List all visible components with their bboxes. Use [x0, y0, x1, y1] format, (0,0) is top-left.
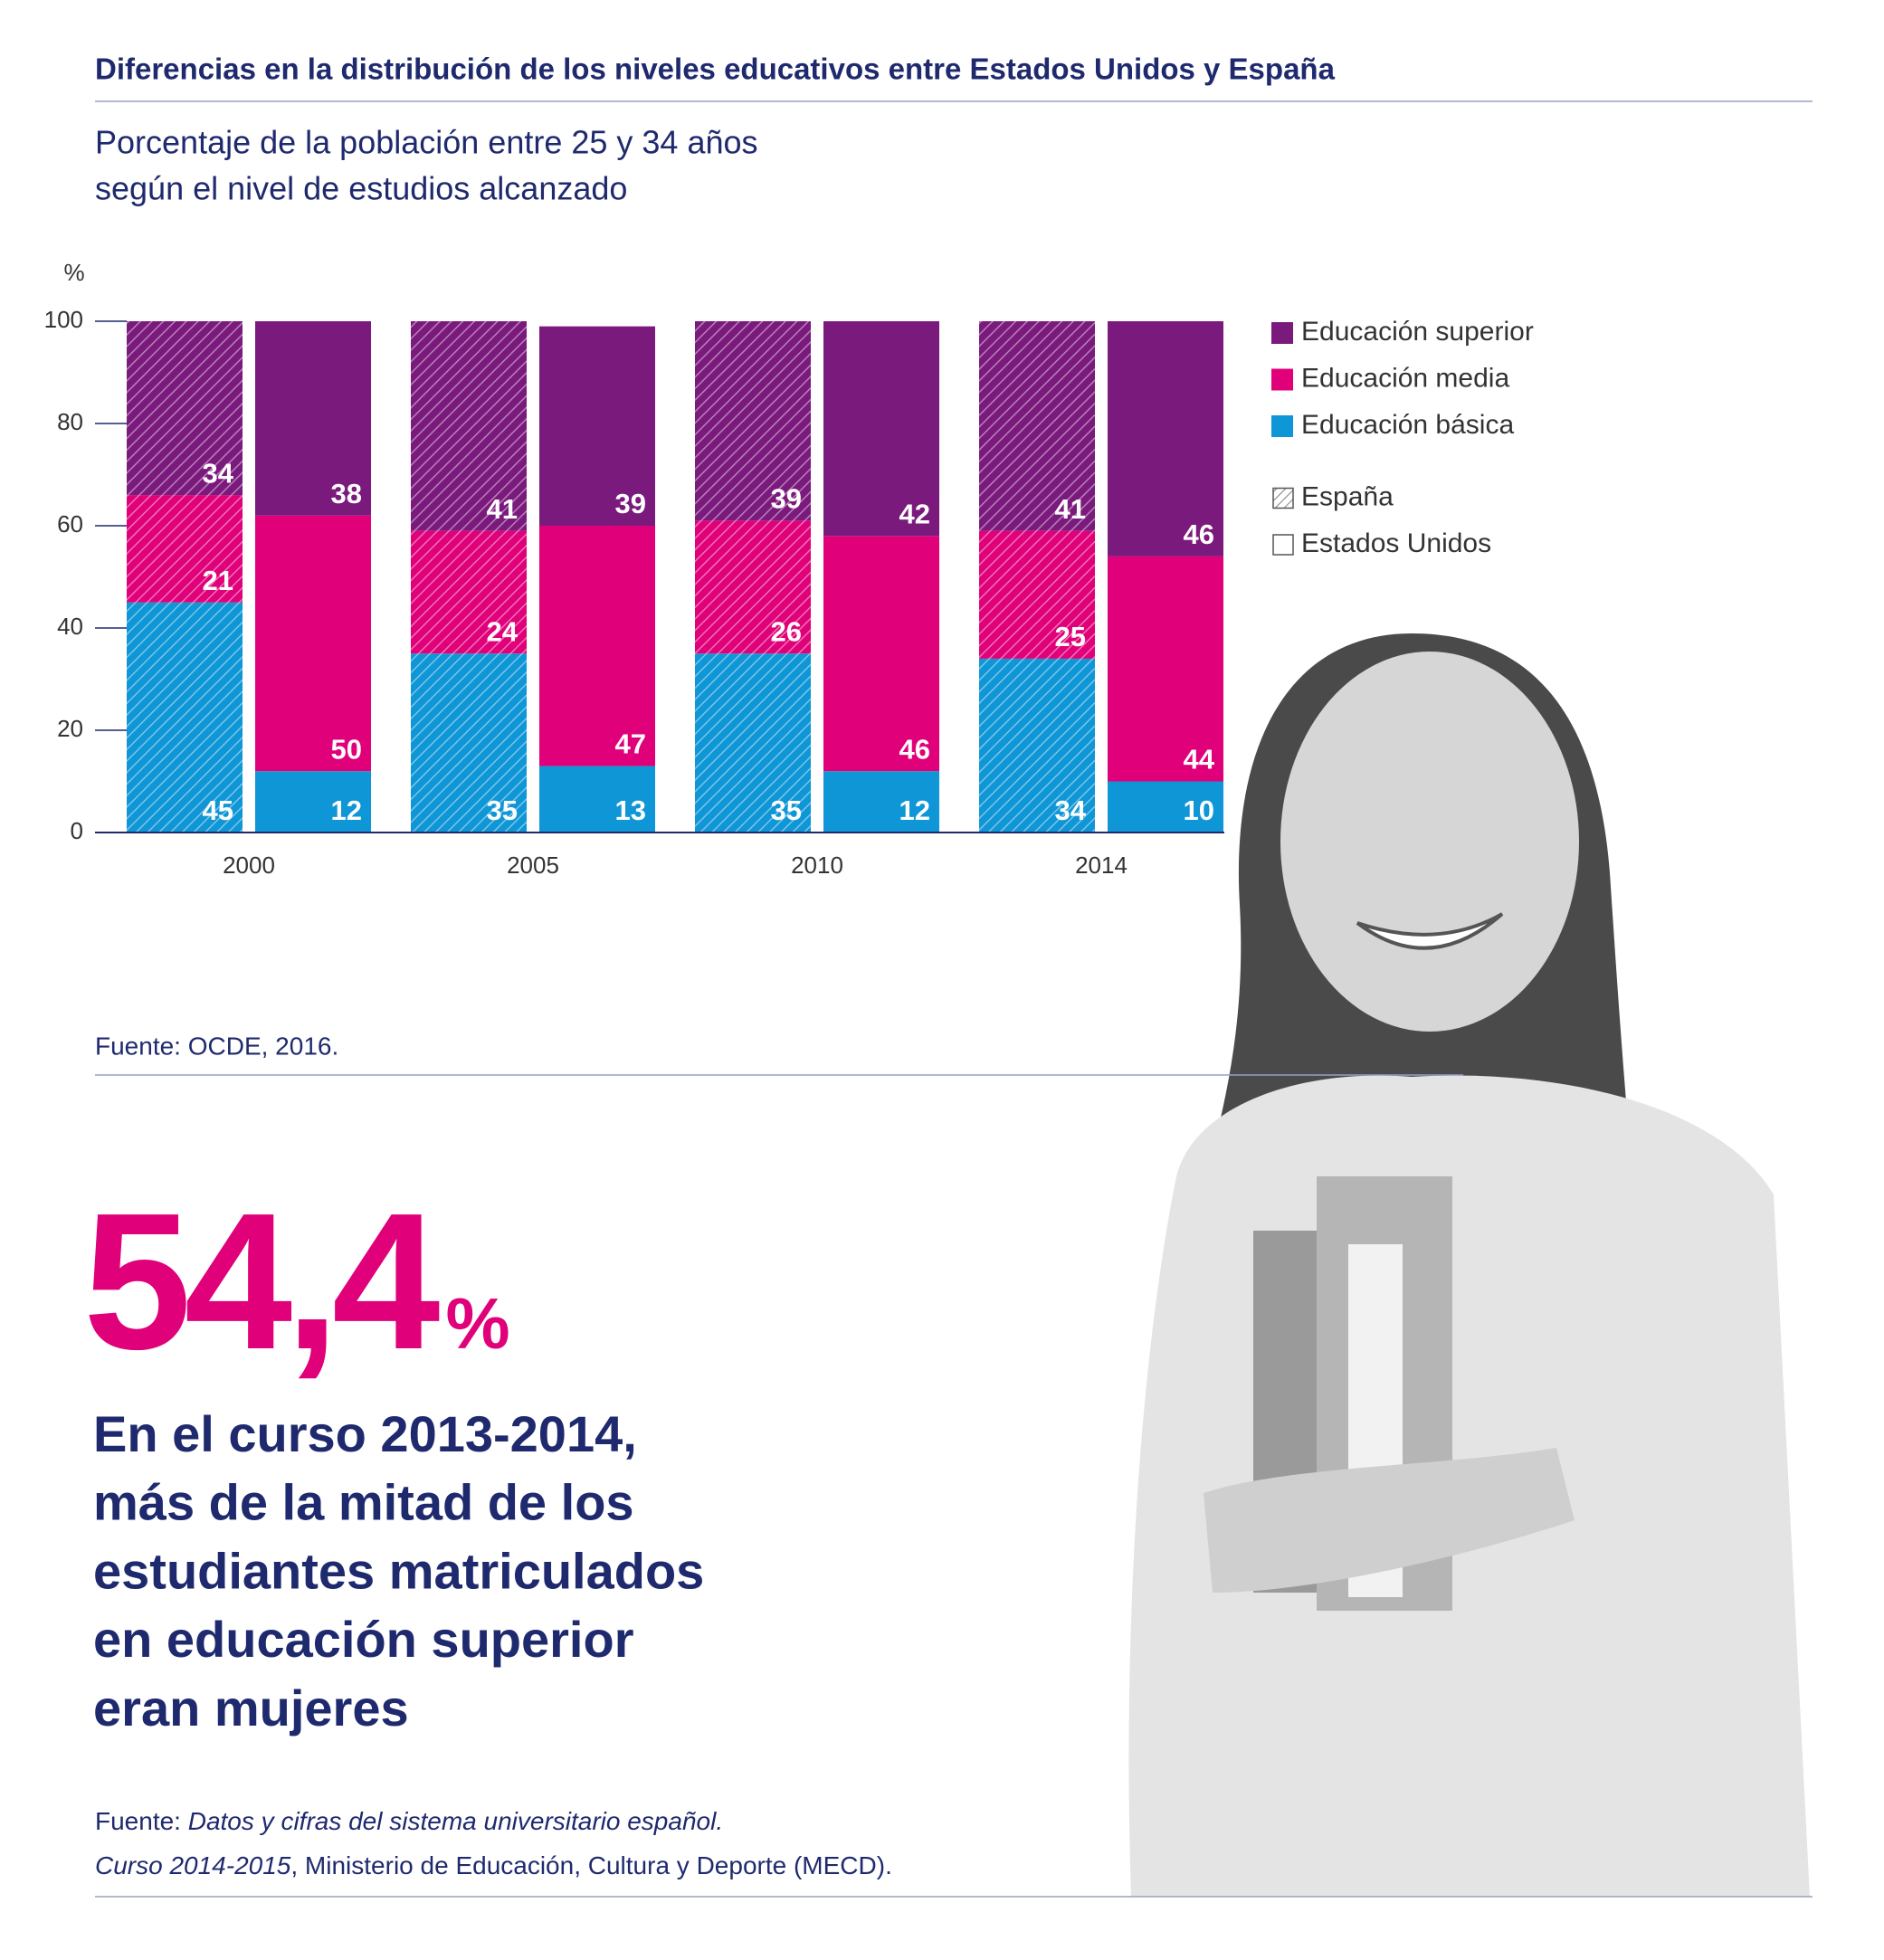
bar-segment — [1108, 321, 1223, 557]
y-tick-label: 0 — [71, 817, 83, 844]
bar-segment — [411, 653, 527, 833]
stat: 54,4% — [83, 1172, 510, 1390]
data-label: 46 — [899, 733, 930, 765]
bar-segment — [979, 530, 1095, 659]
footer-text: Fuente: — [95, 1807, 188, 1835]
statement-line: eran mujeres — [93, 1679, 409, 1736]
legend-label: Estados Unidos — [1301, 528, 1491, 558]
bar-segment — [539, 766, 655, 833]
statement: En el curso 2013-2014, más de la mitad de… — [93, 1405, 704, 1736]
data-label: 41 — [1055, 493, 1086, 525]
statement-line: estudiantes matriculados — [93, 1542, 704, 1599]
bar-segment — [127, 602, 243, 833]
bar-segment — [255, 515, 371, 772]
legend-label: España — [1301, 481, 1394, 511]
x-tick-label: 2005 — [507, 852, 559, 879]
y-unit: % — [63, 259, 84, 286]
x-tick-label: 2010 — [791, 852, 843, 879]
data-label: 38 — [331, 478, 362, 509]
chart: 0 20 40 60 80 100 45 21 34 12 50 38 2000 35 24 41 13 47 39… — [44, 306, 1534, 879]
data-label: 34 — [203, 457, 234, 489]
data-label: 12 — [331, 794, 362, 826]
legend-label: Educación superior — [1301, 317, 1534, 347]
footer-text: Datos y cifras del sistema universitario… — [188, 1807, 723, 1835]
footer-source: Fuente: Datos y cifras del sistema unive… — [95, 1807, 723, 1835]
data-label: 34 — [1055, 794, 1087, 826]
legend-swatch — [1271, 322, 1293, 344]
data-label: 39 — [615, 488, 646, 519]
bar-segment — [539, 526, 655, 766]
x-tick-label: 2014 — [1075, 852, 1128, 879]
bar-segment — [979, 658, 1095, 833]
chart-title: Diferencias en la distribución de los ni… — [95, 52, 1336, 86]
bar-segment — [1108, 556, 1223, 782]
y-tick-label: 100 — [44, 306, 83, 333]
legend-swatch — [1271, 415, 1293, 437]
footer-text: Curso 2014-2015 — [95, 1851, 291, 1879]
bar-segment — [979, 321, 1095, 531]
photo — [1105, 603, 1811, 1897]
subtitle: según el nivel de estudios alcanzado — [95, 170, 627, 207]
data-label: 25 — [1055, 621, 1086, 652]
data-label: 24 — [487, 615, 519, 647]
statement-line: En el curso 2013-2014, — [93, 1405, 637, 1462]
footer-text: , Ministerio de Educación, Cultura y Dep… — [290, 1851, 891, 1879]
bar-segment — [695, 653, 811, 833]
x-tick-label: 2000 — [223, 852, 275, 879]
legend-swatch — [1272, 487, 1294, 509]
bar-segment — [127, 495, 243, 603]
stat-unit: % — [445, 1283, 509, 1364]
stat-value: 54,4 — [83, 1172, 440, 1390]
subtitle: Porcentaje de la población entre 25 y 34… — [95, 124, 758, 161]
data-label: 39 — [771, 483, 802, 515]
data-label: 35 — [771, 794, 802, 826]
footer-source: Curso 2014-2015, Ministerio de Educación… — [95, 1851, 892, 1879]
bar-segment — [695, 321, 811, 521]
y-tick-label: 20 — [57, 715, 83, 742]
bar-segment — [823, 536, 939, 772]
legend-swatch — [1271, 368, 1293, 391]
bar-segment — [411, 530, 527, 654]
data-label: 50 — [331, 733, 362, 765]
bar-segment — [823, 771, 939, 833]
bar-segment — [255, 321, 371, 516]
statement-line: más de la mitad de los — [93, 1474, 634, 1531]
data-label: 10 — [1184, 794, 1214, 826]
data-label: 46 — [1184, 519, 1214, 550]
data-label: 45 — [203, 794, 233, 826]
data-label: 41 — [487, 493, 518, 525]
y-tick-label: 40 — [57, 613, 83, 640]
bar-segment — [695, 520, 811, 654]
data-label: 42 — [899, 498, 930, 529]
data-label: 26 — [771, 615, 802, 647]
bar-segment — [823, 321, 939, 537]
y-tick-label: 80 — [57, 408, 83, 435]
source: Fuente: OCDE, 2016. — [95, 1032, 338, 1060]
data-label: 47 — [615, 728, 646, 760]
data-label: 21 — [203, 565, 233, 596]
data-label: 12 — [899, 794, 930, 826]
bar-segment — [127, 321, 243, 496]
legend-swatch — [1272, 534, 1294, 556]
legend-label: Educación media — [1301, 363, 1509, 393]
statement-line: en educación superior — [93, 1611, 634, 1668]
bar-segment — [255, 771, 371, 833]
bar-segment — [539, 326, 655, 526]
data-label: 13 — [615, 794, 646, 826]
y-tick-label: 60 — [57, 510, 83, 538]
data-label: 35 — [487, 794, 518, 826]
legend-label: Educación básica — [1301, 410, 1514, 440]
data-label: 44 — [1184, 744, 1215, 775]
bar-segment — [1108, 781, 1223, 833]
bar-segment — [411, 321, 527, 531]
